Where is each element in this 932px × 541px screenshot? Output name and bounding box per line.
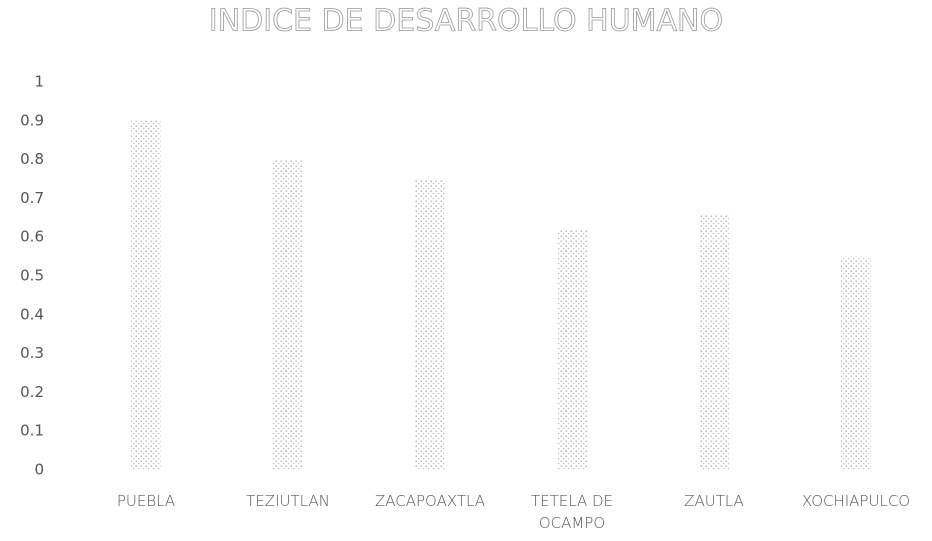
x-tick-label: TETELA DE OCAMPO [530,492,614,532]
bar [415,179,445,470]
y-tick-label: 0.5 [20,267,44,285]
bar [273,159,303,470]
x-tick-label: ZAUTLA [684,492,744,510]
y-tick-label: 0.9 [20,111,44,129]
y-tick-label: 1 [34,73,44,91]
x-tick-label: ZACAPOAXTLA [375,492,485,510]
bar [841,256,871,470]
bar [131,120,161,471]
y-tick-label: 0.4 [20,305,44,323]
y-tick-label: 0.6 [20,228,44,246]
y-tick-label: 0.7 [20,189,44,207]
chart-title: INDICE DE DESARROLLO HUMANO [209,4,723,39]
y-tick-label: 0 [34,461,44,479]
y-tick-label: 0.2 [20,383,44,401]
y-tick-label: 0.3 [20,344,44,362]
bar [699,213,729,471]
x-tick-label: PUEBLA [116,492,176,510]
x-tick-label: TEZIUTLAN [246,492,330,510]
bar [557,229,587,470]
y-tick-label: 0.8 [20,150,44,168]
y-tick-label: 0.1 [20,422,44,440]
x-tick-label: XOCHIAPULCO [801,492,911,510]
